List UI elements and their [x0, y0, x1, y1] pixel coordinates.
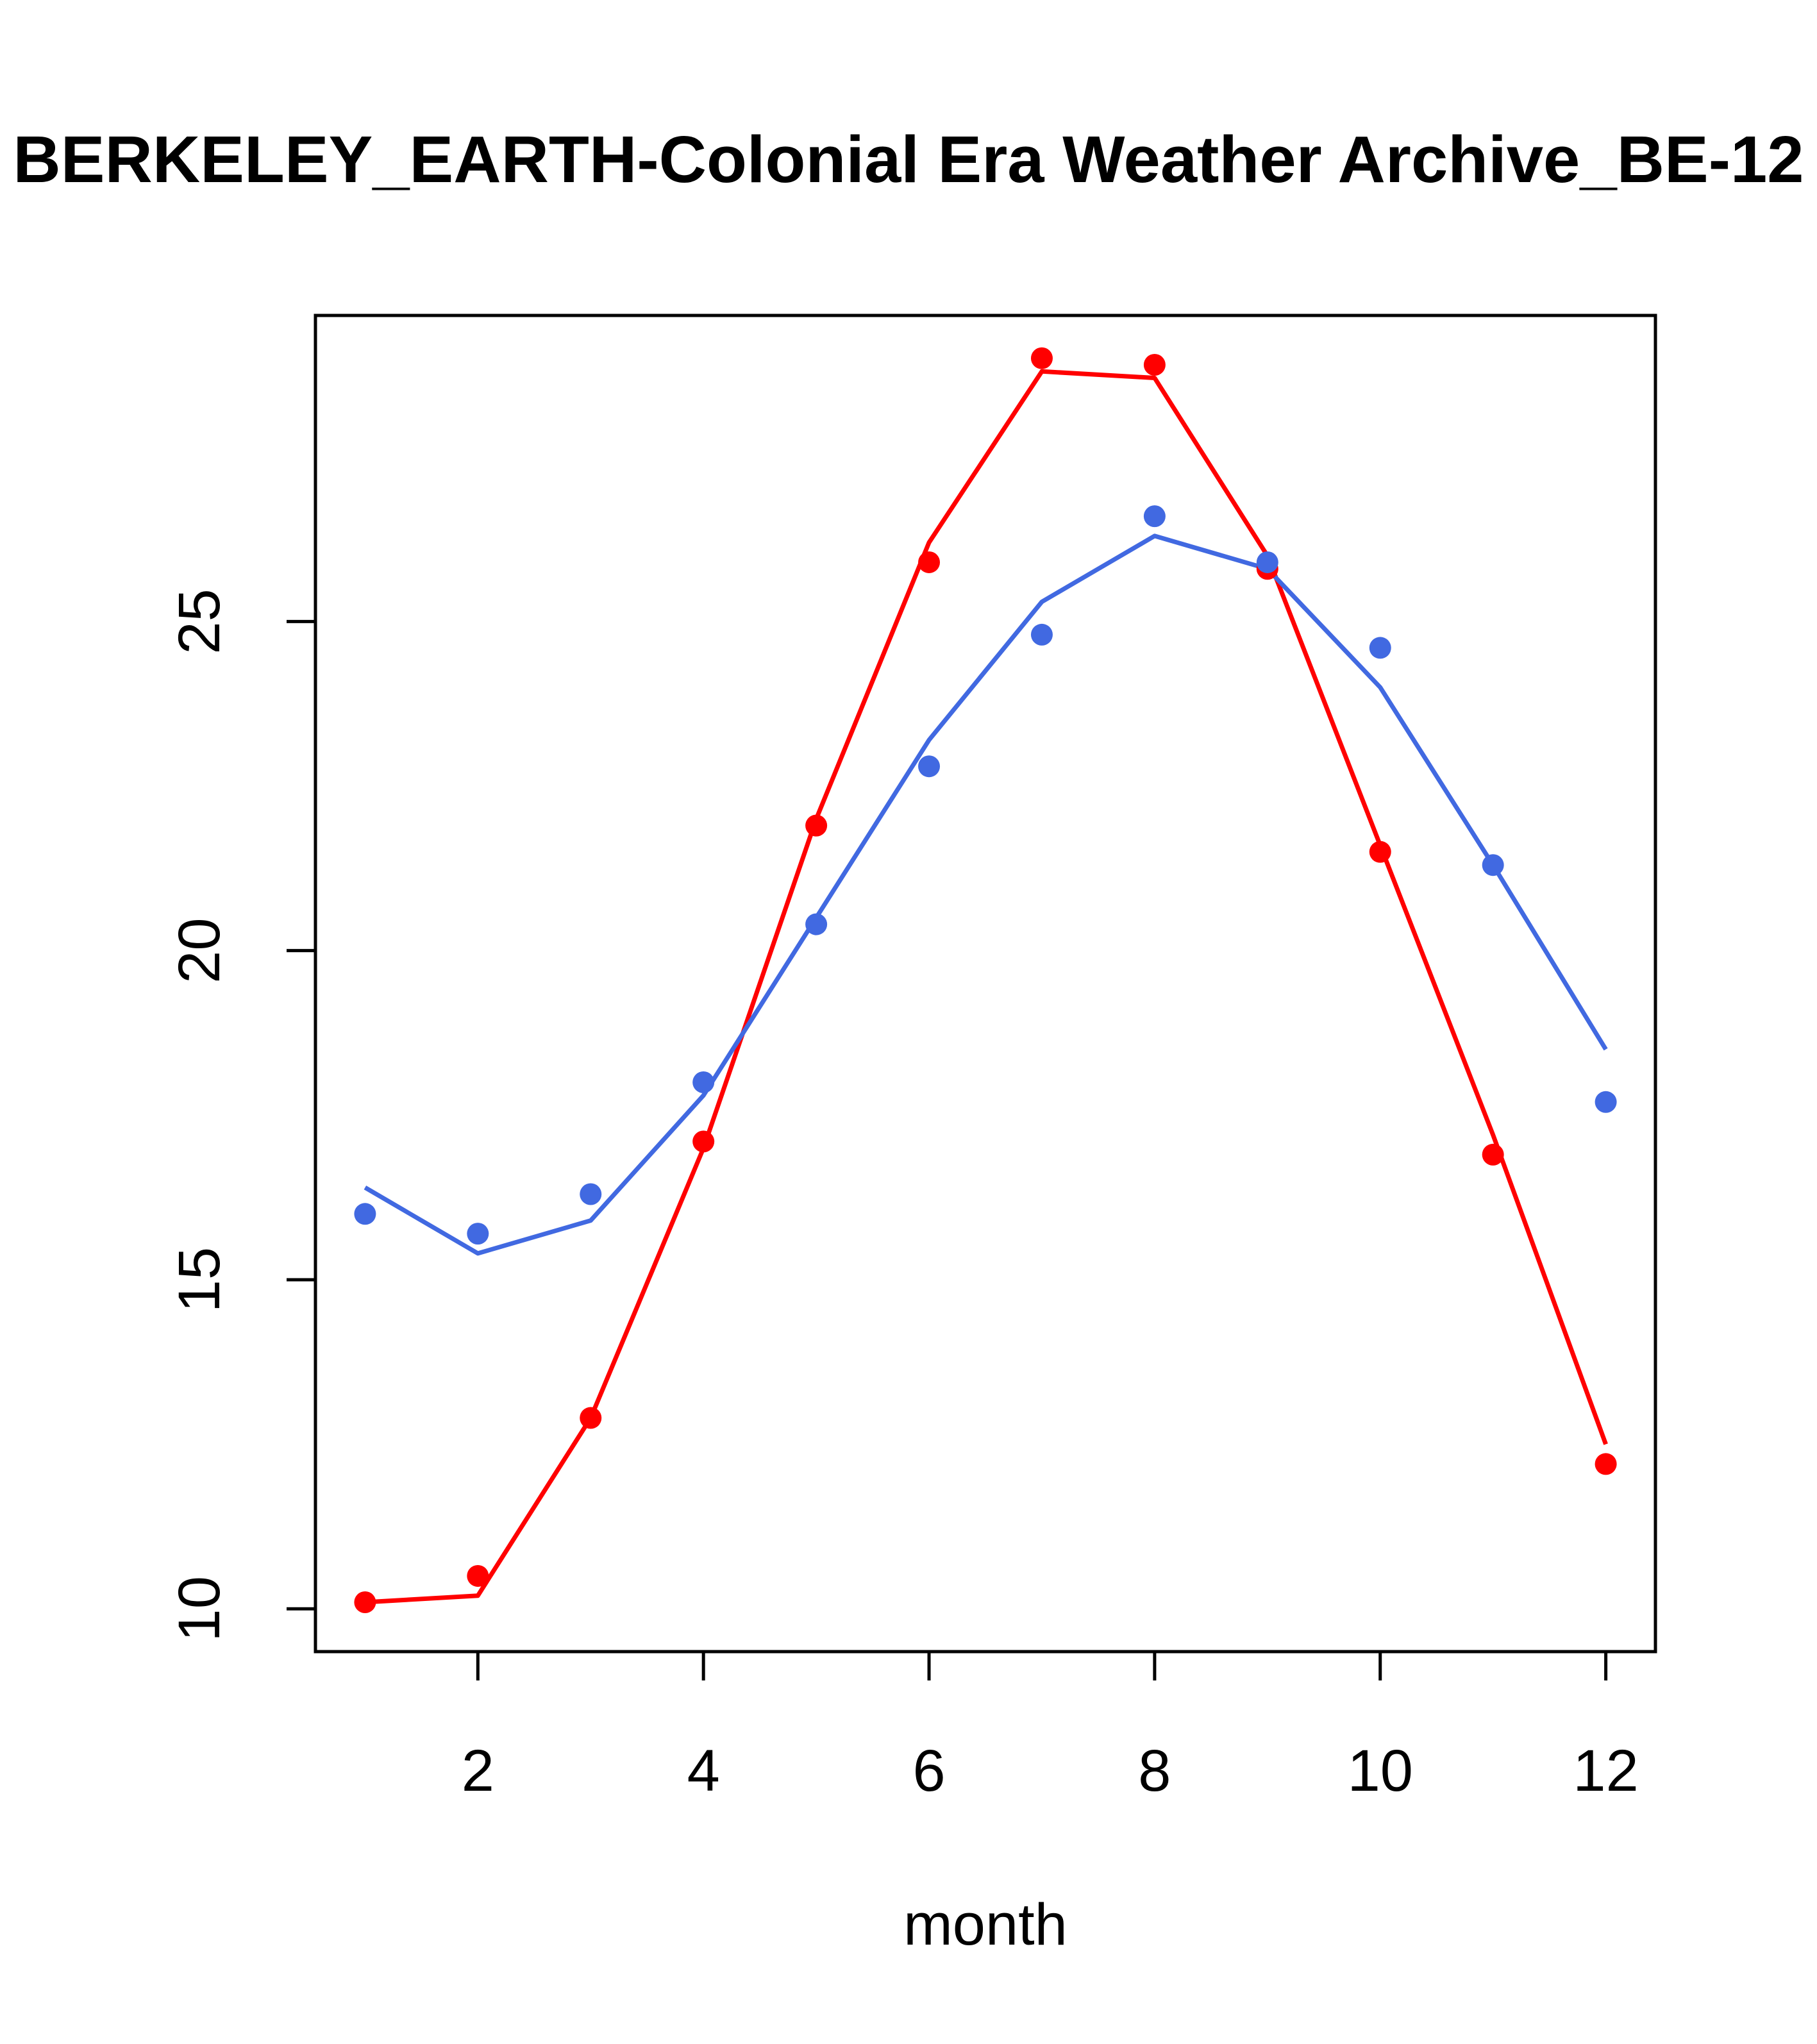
x-tick-label: 6 [912, 1738, 945, 1804]
data-point-red [805, 814, 828, 837]
data-point-red [692, 1130, 715, 1153]
y-axis: 10 15 20 25 [167, 589, 315, 1641]
data-point-red [918, 551, 941, 573]
data-point-blue [1369, 637, 1391, 659]
x-tick-label: 2 [462, 1738, 494, 1804]
data-point-red [354, 1591, 376, 1614]
data-point-red [1595, 1453, 1617, 1475]
series-line-blue [364, 533, 1608, 1256]
data-point-red [1030, 347, 1053, 369]
data-point-blue [1482, 854, 1504, 876]
y-tick-label: 15 [167, 1247, 232, 1312]
x-axis: 2 4 6 8 10 12 [462, 1652, 1639, 1804]
x-tick-label: 10 [1348, 1738, 1413, 1804]
series-points [354, 347, 1617, 1614]
data-point-red [467, 1564, 489, 1587]
data-point-blue [692, 1071, 715, 1093]
data-point-blue [1595, 1091, 1617, 1113]
data-point-blue [1143, 505, 1166, 528]
series-line-red [365, 369, 1608, 1605]
data-point-red [1369, 841, 1391, 863]
x-tick-label: 4 [687, 1738, 720, 1804]
x-tick-label: 8 [1138, 1738, 1171, 1804]
x-tick-label: 12 [1573, 1738, 1638, 1804]
data-point-blue [1030, 623, 1053, 646]
data-point-blue [805, 913, 828, 935]
y-tick-label: 10 [167, 1576, 232, 1641]
data-point-red [1482, 1143, 1504, 1166]
data-point-blue [354, 1203, 376, 1225]
series-lines [364, 369, 1608, 1605]
plot-frame [314, 314, 1657, 1654]
data-point-blue [918, 755, 941, 778]
y-tick-label: 25 [167, 589, 232, 654]
data-point-blue [580, 1183, 602, 1205]
data-point-red [1143, 353, 1166, 376]
y-tick-label: 20 [167, 917, 232, 983]
data-point-blue [1256, 551, 1278, 573]
data-point-blue [467, 1223, 489, 1245]
x-axis-label: month [903, 1892, 1068, 1957]
data-point-red [580, 1407, 602, 1429]
chart-title: BERKELEY_EARTH-Colonial Era Weather Arch… [13, 122, 1804, 196]
